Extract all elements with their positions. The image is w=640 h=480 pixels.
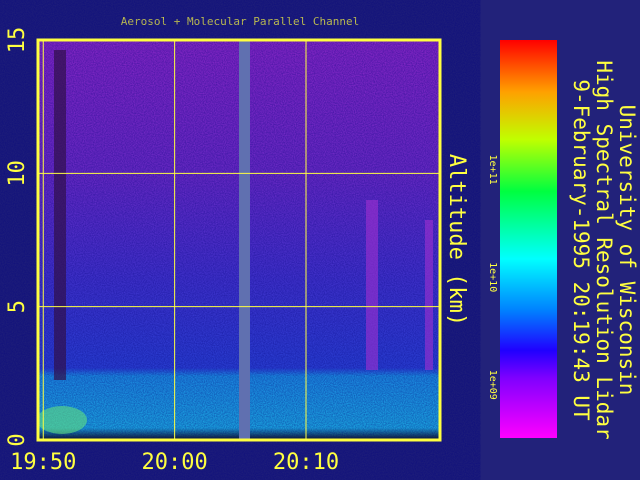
chart-title: Aerosol + Molecular Parallel Channel: [121, 15, 359, 28]
colorbar: [500, 40, 557, 438]
colorbar-tick-label: 1e+11: [487, 155, 498, 185]
y-tick-label: 15: [5, 27, 30, 54]
plot-image: [37, 40, 440, 440]
colorbar-tick-label: 1e+09: [487, 370, 498, 400]
annotation: 9-February-1995 20:19:43 UT: [569, 79, 593, 421]
annotation: High Spectral Resolution Lidar: [592, 60, 616, 439]
y-axis-label: Altitude (km): [444, 154, 469, 326]
y-tick-label: 5: [5, 300, 30, 313]
x-tick-label: 20:10: [273, 450, 339, 475]
y-tick-label: 0: [5, 433, 30, 446]
x-tick-label: 20:00: [142, 450, 208, 475]
y-tick-label: 10: [5, 160, 30, 187]
x-tick-label: 19:50: [10, 450, 76, 475]
plot-frame: [36, 38, 442, 442]
colorbar-tick-label: 1e+10: [487, 262, 498, 292]
annotation: University of Wisconsin: [615, 105, 639, 396]
